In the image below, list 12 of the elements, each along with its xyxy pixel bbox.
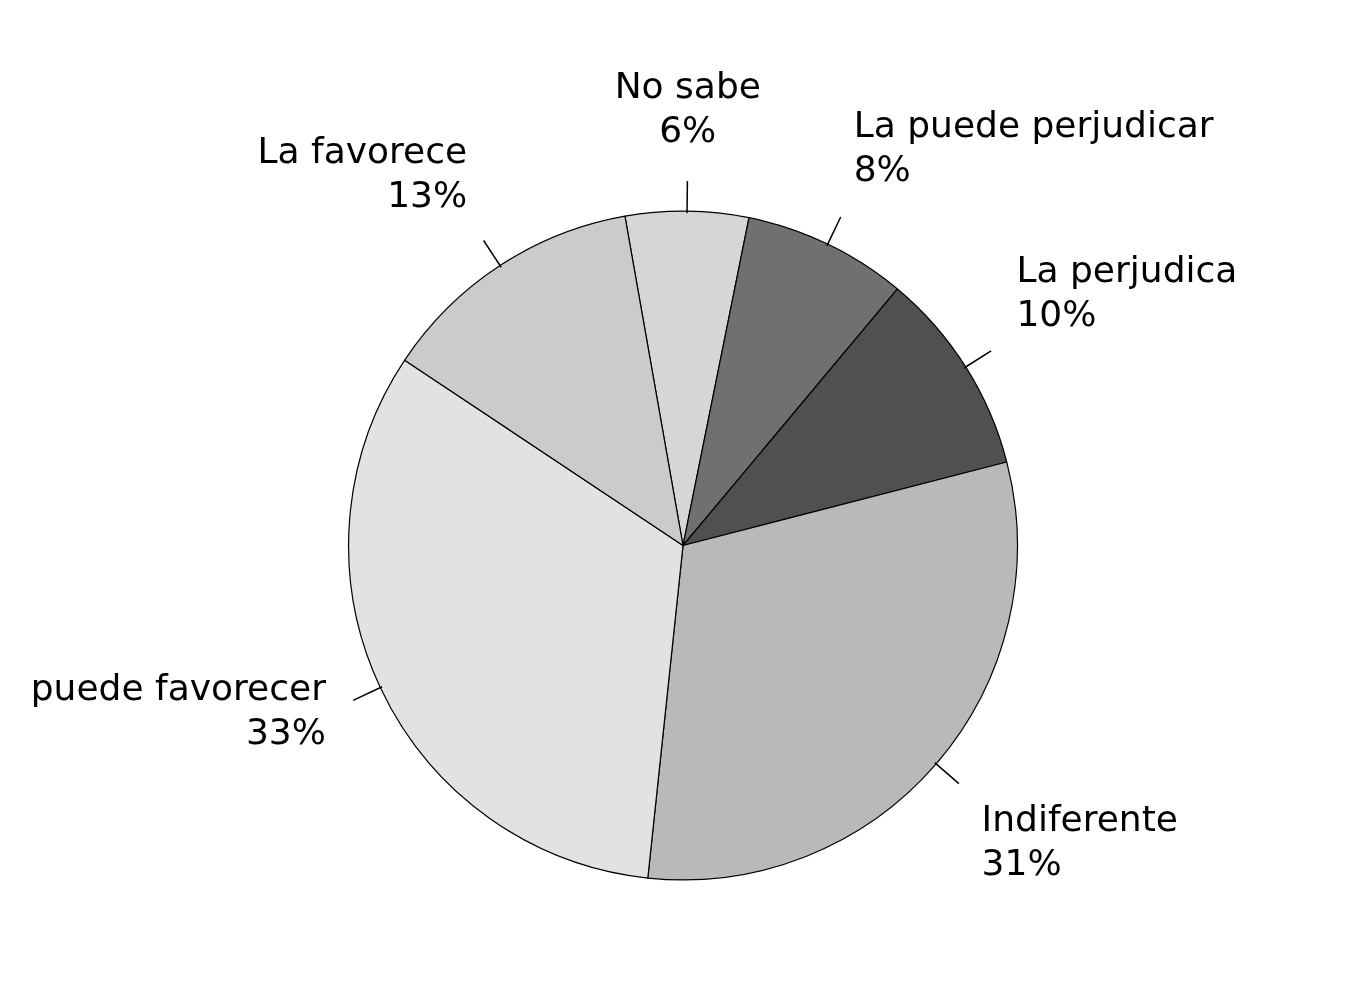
- data-label: 6%: [659, 109, 717, 151]
- slice-label: La perjudica: [1016, 249, 1238, 291]
- data-label: 33%: [245, 711, 326, 753]
- data-label: 10%: [1016, 293, 1097, 335]
- data-label: 13%: [387, 173, 468, 215]
- slice-label: La favorece: [257, 129, 468, 171]
- data-label: 31%: [981, 841, 1062, 883]
- slice-label: No sabe: [614, 65, 761, 107]
- slice-label: Indiferente: [981, 797, 1178, 839]
- slice-label: puede favorecer: [30, 667, 327, 709]
- slice-label: La puede perjudicar: [853, 104, 1214, 146]
- data-label: 8%: [853, 148, 911, 190]
